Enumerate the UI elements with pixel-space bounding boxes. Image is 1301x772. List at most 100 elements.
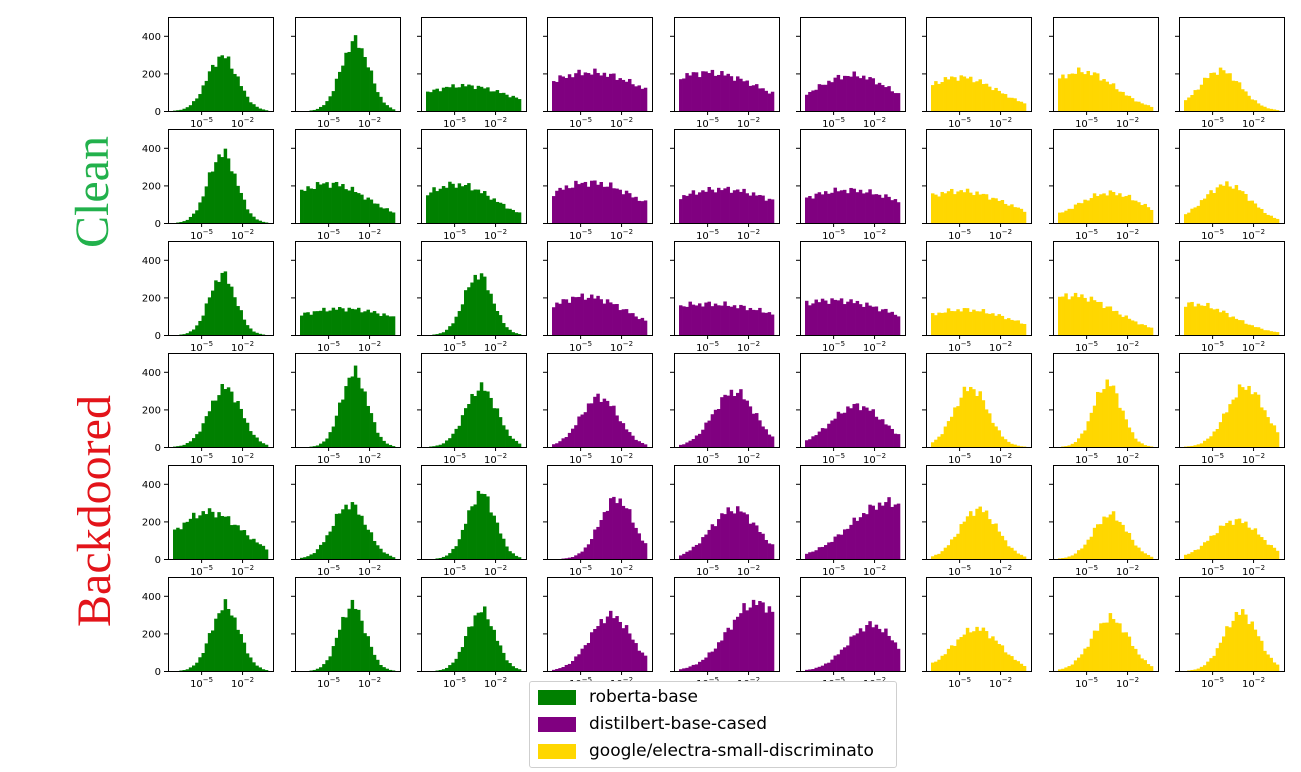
- histogram-bar: [628, 193, 632, 223]
- histogram-bar: [1231, 80, 1235, 111]
- histogram-bar: [618, 310, 622, 335]
- histogram-bar: [467, 510, 471, 559]
- histogram-bar: [896, 503, 901, 559]
- histogram-bar: [946, 421, 951, 447]
- histogram-bar: [937, 83, 941, 111]
- histogram-bar: [309, 670, 313, 671]
- histogram-bar: [1140, 443, 1144, 447]
- histogram-bar: [1022, 556, 1027, 559]
- histogram-bar: [1127, 532, 1132, 559]
- histogram-bar: [319, 443, 323, 447]
- histogram-bar: [953, 536, 957, 559]
- histogram-bar: [628, 313, 632, 335]
- histogram-bar: [1022, 211, 1027, 223]
- histogram-bar: [486, 391, 490, 447]
- x-tick-label: 10−2: [231, 340, 254, 354]
- histogram-bar: [438, 444, 443, 447]
- histogram-bar: [207, 172, 212, 223]
- histogram-bar: [643, 320, 648, 335]
- histogram-bar: [334, 309, 339, 335]
- histogram-bar: [893, 433, 898, 447]
- histogram-bar: [1108, 514, 1113, 559]
- histogram-bar: [334, 181, 339, 223]
- histogram-bar: [214, 66, 218, 111]
- histogram-bar: [182, 108, 186, 111]
- histogram-bar: [946, 79, 951, 111]
- histogram-bar: [376, 203, 380, 223]
- histogram-bar: [467, 404, 471, 447]
- histogram-bar: [1092, 405, 1097, 447]
- histogram-bar: [328, 310, 332, 335]
- histogram-bar: [618, 498, 622, 559]
- histogram-bar: [369, 312, 374, 335]
- histogram-bar: [508, 97, 512, 111]
- histogram-bar: [593, 628, 597, 671]
- histogram-bar: [1070, 296, 1075, 335]
- histogram-bar: [385, 315, 389, 335]
- histogram-bar: [369, 199, 374, 223]
- histogram-bar: [975, 508, 979, 559]
- histogram-bar: [470, 282, 474, 335]
- histogram-bar: [994, 87, 998, 111]
- histogram-bar: [868, 305, 872, 335]
- histogram-bar: [1228, 520, 1232, 559]
- histogram-bar: [230, 615, 234, 671]
- histogram-bar: [1234, 185, 1239, 223]
- histogram-bar: [226, 158, 231, 223]
- histogram-bar: [1228, 186, 1232, 223]
- histogram-bar: [1146, 207, 1151, 223]
- histogram-bar: [887, 86, 891, 111]
- histogram-bar: [505, 94, 509, 111]
- histogram-bar: [1196, 668, 1201, 671]
- histogram-bar: [583, 645, 588, 671]
- histogram-bar: [1096, 391, 1100, 447]
- histogram-bar: [868, 621, 872, 671]
- histogram-bar: [723, 301, 727, 335]
- panel-frame: [1053, 17, 1159, 112]
- histogram-bar: [1092, 300, 1097, 335]
- histogram-bar: [454, 87, 458, 111]
- histogram-bar: [448, 181, 452, 223]
- histogram-bar: [1019, 101, 1024, 111]
- histogram-bar: [571, 428, 575, 447]
- panel-frame: [800, 353, 906, 448]
- histogram-bar: [940, 191, 944, 223]
- histogram-bar: [751, 413, 756, 447]
- histogram-bar: [249, 539, 253, 559]
- histogram-bar: [564, 299, 569, 335]
- histogram-bar: [1206, 194, 1210, 223]
- histogram-bar: [505, 546, 509, 559]
- x-tick-label: 10−2: [231, 116, 254, 130]
- x-tick-label: 10−2: [863, 564, 886, 578]
- histogram-bar: [341, 184, 345, 223]
- histogram-bar: [1073, 73, 1078, 111]
- histogram-bar: [555, 668, 559, 671]
- histogram-bar: [808, 91, 812, 111]
- histogram-bar: [890, 91, 894, 111]
- histogram-bar: [1275, 432, 1280, 447]
- histogram-bar: [261, 443, 266, 447]
- histogram-bar: [637, 85, 641, 111]
- histogram-bar: [445, 440, 449, 447]
- histogram-panel: 10−510−2: [796, 577, 906, 690]
- histogram-bar: [1092, 193, 1097, 223]
- histogram-bar: [306, 312, 310, 335]
- histogram-bar: [621, 423, 626, 447]
- histogram-bar: [691, 664, 696, 671]
- histogram-bar: [1137, 101, 1141, 111]
- histogram-bar: [1019, 446, 1024, 447]
- panel-frame: [295, 129, 401, 224]
- histogram-bar: [561, 438, 565, 447]
- histogram-bar: [637, 200, 641, 223]
- histogram-bar: [609, 498, 613, 559]
- x-tick-label: 10−5: [190, 116, 213, 130]
- histogram-bar: [441, 443, 446, 447]
- histogram-bar: [1118, 623, 1122, 671]
- x-tick-label: 10−5: [822, 228, 845, 242]
- histogram-bar: [561, 76, 565, 111]
- histogram-bar: [691, 439, 696, 447]
- histogram-bar: [855, 300, 860, 335]
